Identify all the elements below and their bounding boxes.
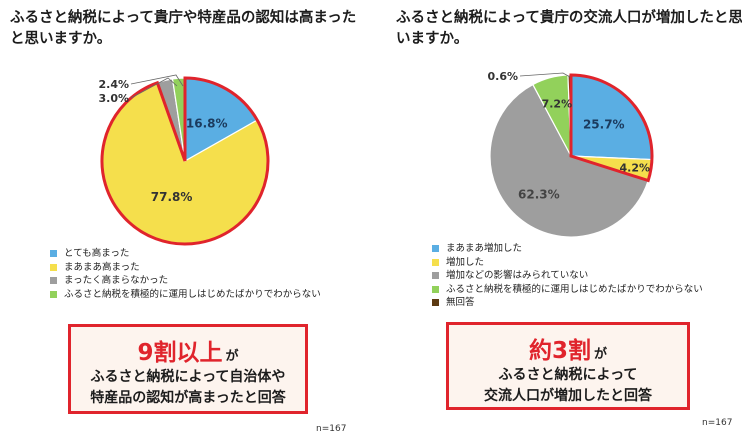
legend-swatch: [432, 272, 439, 280]
legend-swatch: [432, 245, 439, 253]
legend-label: ふるさと納税を積極的に運用しはじめたばかりでわからない: [64, 288, 321, 300]
legend-item: ふるさと納税を積極的に運用しはじめたばかりでわからない: [432, 283, 703, 297]
legend-item: とても高まった: [50, 247, 321, 261]
legend-swatch: [50, 250, 57, 258]
callout-headline: 9割以上が: [71, 333, 305, 367]
right-chart-panel: ふるさと納税によって貴庁の交流人口が増加したと思 いますか。 25.7% 4.2%…: [372, 0, 742, 436]
leader-line: [130, 74, 184, 87]
leader-line: [130, 77, 178, 99]
legend-swatch: [50, 277, 57, 285]
callout-headline-suffix: が: [594, 347, 608, 362]
legend-item: 無回答: [432, 296, 703, 310]
highlight-outline: [569, 73, 654, 183]
callout-body-line-1: ふるさと納税によって: [498, 367, 638, 383]
legend-label: 無回答: [446, 297, 475, 308]
callout-body-line-2: 交流人口が増加したと回答: [484, 388, 652, 404]
legend-item: ふるさと納税を積極的に運用しはじめたばかりでわからない: [50, 288, 321, 302]
legend-item: 増加した: [432, 256, 703, 270]
chart-title-line-1: ふるさと納税によって貴庁や特産品の認知は高まった: [10, 10, 357, 26]
legend-swatch: [50, 290, 57, 298]
legend-swatch: [50, 263, 57, 271]
legend-swatch: [432, 258, 439, 266]
data-label: 25.7%: [583, 118, 625, 132]
sample-size-label: n=167: [702, 418, 733, 428]
legend-label: まったく高まらなかった: [64, 275, 169, 286]
sample-size-label: n=167: [316, 424, 347, 434]
leader-line: [519, 72, 571, 78]
callout-highlight: 9割以上: [137, 340, 223, 366]
summary-callout: 約3割が ふるさと納税によって 交流人口が増加したと回答: [446, 322, 690, 410]
data-label: 4.2%: [620, 161, 651, 174]
legend-item: まったく高まらなかった: [50, 274, 321, 288]
callout-body-line-1: ふるさと納税によって自治体や: [90, 369, 286, 385]
legend-label: まあまあ増加した: [446, 243, 523, 254]
highlight-outline: [100, 76, 270, 246]
data-label: 62.3%: [518, 188, 560, 202]
legend-item: 増加などの影響はみられていない: [432, 269, 703, 283]
legend-swatch: [432, 299, 439, 307]
legend-item: まあまあ高まった: [50, 261, 321, 275]
data-label: 16.8%: [186, 117, 228, 131]
legend-label: とても高まった: [64, 248, 130, 259]
callout-highlight: 約3割: [528, 338, 591, 364]
chart-title-line-1: ふるさと納税によって貴庁の交流人口が増加したと思: [396, 10, 742, 26]
chart-title: ふるさと納税によって貴庁の交流人口が増加したと思 いますか。: [396, 8, 742, 50]
pie-slice: [489, 83, 649, 238]
legend-item: まあまあ増加した: [432, 242, 703, 256]
pie-chart-exchange-population: 25.7% 4.2% 62.3% 7.2% 0.6%: [487, 70, 654, 238]
callout-headline-suffix: が: [225, 349, 239, 364]
left-chart-panel: ふるさと納税によって貴庁や特産品の認知は高まった と思いますか。 16.8% 77…: [10, 8, 366, 434]
legend-swatch: [432, 285, 439, 293]
data-label: 77.8%: [151, 190, 193, 204]
chart-title: ふるさと納税によって貴庁や特産品の認知は高まった と思いますか。: [10, 8, 366, 50]
legend-label: まあまあ高まった: [64, 261, 140, 273]
legend-label: ふるさと納税を積極的に運用しはじめたばかりでわからない: [446, 283, 703, 295]
data-label: 2.4%: [98, 78, 129, 91]
legend-label: 増加などの影響はみられていない: [446, 270, 589, 281]
data-label: 0.6%: [487, 70, 518, 83]
chart-legend: とても高まった まあまあ高まった まったく高まらなかった ふるさと納税を積極的に…: [50, 247, 321, 301]
chart-legend: まあまあ増加した 増加した 増加などの影響はみられていない ふるさと納税を積極的…: [432, 242, 703, 310]
callout-headline: 約3割が: [449, 331, 687, 365]
pie-chart-awareness: 16.8% 77.8% 3.0%2.4%: [98, 74, 270, 246]
legend-label: 増加した: [446, 256, 485, 268]
data-label: 3.0%: [98, 92, 129, 105]
chart-title-line-2: と思いますか。: [10, 31, 112, 47]
callout-body-line-2: 特産品の認知が高まったと回答: [90, 390, 286, 406]
chart-title-line-2: いますか。: [396, 31, 469, 47]
data-label: 7.2%: [542, 98, 573, 111]
summary-callout: 9割以上が ふるさと納税によって自治体や 特産品の認知が高まったと回答: [68, 324, 308, 414]
